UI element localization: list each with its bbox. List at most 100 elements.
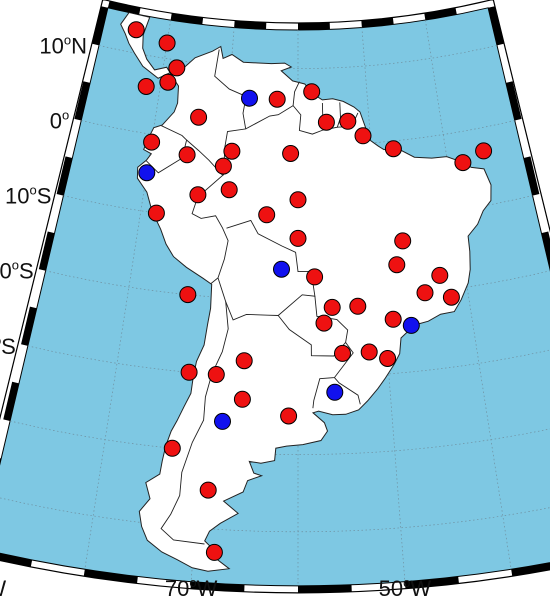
station-marker-red [258, 206, 276, 224]
station-marker-blue [273, 260, 290, 278]
station-marker-red [317, 113, 335, 131]
station-marker-blue [402, 316, 420, 334]
station-marker-red [223, 142, 241, 160]
station-marker-red [235, 352, 253, 370]
station-marker-red [384, 310, 402, 328]
station-marker-red [163, 439, 181, 457]
station-marker-red [349, 297, 367, 315]
frame-tick-segment [523, 156, 540, 196]
country-border [312, 342, 354, 409]
station-marker-red [127, 21, 145, 39]
latitude-label: 0o [50, 107, 69, 133]
frame-tick-segment [234, 20, 267, 30]
station-marker-red [199, 481, 217, 499]
parallel-line [0, 495, 550, 533]
station-marker-red [189, 186, 207, 204]
meridian-line [425, 20, 512, 570]
longitude-label: 50oW [379, 575, 432, 601]
country-border [214, 49, 247, 176]
longitude-label: 70oW [165, 575, 218, 601]
country-border [160, 301, 229, 545]
frame-tick-segment [107, 0, 141, 15]
frame-tick-segment [541, 231, 550, 270]
station-marker-red [268, 90, 286, 108]
station-marker-blue [138, 164, 156, 182]
station-marker-red [315, 314, 333, 332]
station-marker-red [339, 112, 357, 130]
frame-tick-segment [3, 381, 19, 421]
station-marker-red [354, 127, 372, 145]
frame-tick-segment [190, 581, 245, 592]
station-marker-red [379, 350, 397, 367]
frame-tick-segment [0, 553, 33, 567]
country-border [186, 139, 229, 284]
station-marker-red [282, 145, 300, 162]
latitude-label: 10oN [39, 32, 87, 58]
longitude-labels: 90oW70oW50oW30oW [0, 575, 432, 601]
station-marker-red [289, 191, 307, 209]
parallel-line [98, 45, 498, 69]
station-marker-red [214, 157, 232, 175]
frame-tick-segment [170, 13, 204, 25]
station-marker-red [180, 363, 198, 381]
station-marker-red [388, 256, 406, 274]
frame-tick-segment [38, 231, 55, 271]
station-marker-blue [214, 412, 231, 430]
meridian-line [84, 20, 171, 570]
frame-tick-segment [298, 584, 352, 593]
frame-tick-segment [74, 81, 91, 121]
station-marker-blue [326, 383, 344, 401]
latitude-label: 20oS [0, 258, 34, 284]
meridian-line [361, 27, 406, 582]
frame-tick-segment [424, 7, 457, 21]
station-marker-red [143, 133, 161, 151]
map-frame-ticks [0, 0, 550, 593]
station-marker-red [159, 73, 177, 91]
station-marker-red [137, 78, 155, 95]
frame-tick-segment [511, 562, 550, 577]
station-marker-red [179, 286, 197, 304]
station-marker-red [220, 181, 238, 199]
station-marker-red [158, 34, 176, 52]
latitude-label: 10oS [5, 183, 51, 209]
country-border [334, 377, 361, 405]
latitude-labels: 10oN0o10oS20oS30oS40oS50oS [0, 32, 87, 359]
station-marker-red [306, 268, 324, 286]
station-marker-red [454, 154, 472, 172]
station-marker-red [178, 146, 196, 164]
country-border [245, 81, 300, 130]
latitude-label: 30oS [0, 333, 16, 359]
station-marker-red [384, 140, 402, 158]
stations-layer [127, 21, 493, 561]
frame-tick-segment [361, 17, 394, 28]
station-marker-red [147, 204, 165, 222]
station-marker-red [431, 266, 449, 284]
frame-tick-segment [21, 306, 37, 346]
station-marker-red [360, 343, 378, 361]
frame-tick-segment [56, 156, 73, 196]
frame-tick-segment [92, 6, 108, 46]
station-marker-red [280, 407, 298, 425]
frame-tick-segment [404, 576, 459, 589]
station-marker-red [205, 543, 223, 561]
station-marker-red [190, 108, 208, 126]
station-marker-red [233, 390, 251, 408]
frame-tick-segment [83, 569, 138, 584]
station-marker-red [334, 344, 351, 362]
frame-tick-segment [488, 6, 504, 46]
station-marker-red [394, 232, 412, 250]
station-marker-red [416, 284, 434, 302]
longitude-label: 90oW [0, 575, 6, 601]
station-marker-red [442, 288, 460, 306]
frame-tick-segment [298, 22, 330, 30]
frame-tick-segment [505, 81, 522, 121]
station-marker-red [168, 59, 186, 77]
station-marker-red [207, 366, 225, 383]
station-marker-red [289, 229, 307, 247]
parallel-line [45, 270, 550, 301]
frame-tick-segment [0, 458, 2, 464]
station-marker-red [303, 83, 321, 101]
station-marker-red [323, 298, 341, 316]
station-marker-red [475, 142, 493, 160]
